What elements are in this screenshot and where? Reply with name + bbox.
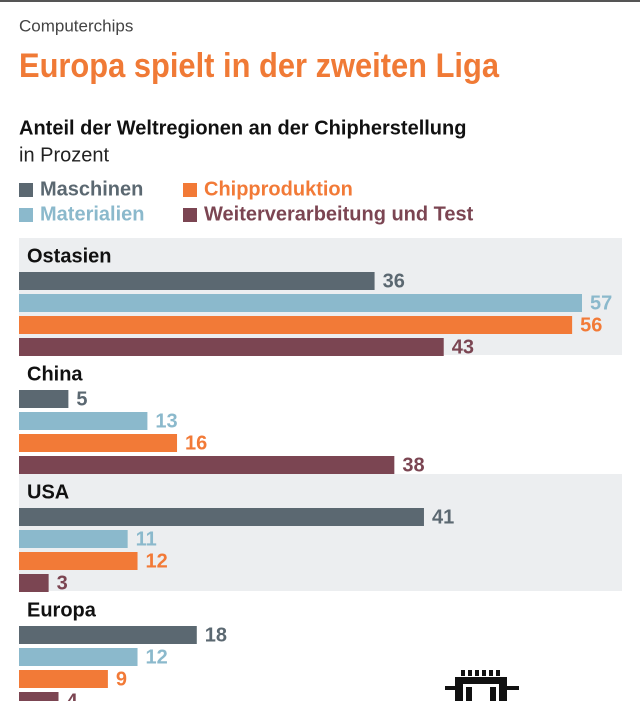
bar [19,316,573,334]
value-label: 36 [383,270,405,292]
legend-label: Chipproduktion [204,178,353,200]
bar [19,390,69,408]
value-label: 9 [116,668,127,690]
bar [19,552,138,570]
value-label: 18 [205,624,227,646]
bar [19,670,108,688]
bar [19,626,197,644]
bar [19,338,444,356]
bar [19,692,59,701]
legend-label: Materialien [40,203,144,225]
bar [19,456,395,474]
value-label: 56 [580,314,602,336]
value-label: 4 [67,690,79,701]
value-label: 13 [155,410,177,432]
value-label: 3 [57,572,68,594]
value-label: 41 [432,506,454,528]
category-label: China [27,363,83,385]
category-label: USA [27,481,69,503]
legend-swatch [19,208,33,222]
chart-title: Europa spielt in der zweiten Liga [19,47,500,85]
value-label: 16 [185,432,207,454]
value-label: 12 [146,646,168,668]
bar [19,508,424,526]
value-label: 38 [402,454,424,476]
category-label: Europa [27,599,97,621]
bar [19,530,128,548]
value-label: 12 [146,550,168,572]
bar [19,294,582,312]
legend-swatch [183,208,197,222]
chip-icon [445,670,519,701]
category-label: Ostasien [27,245,111,267]
chart-subtitle: Anteil der Weltregionen an der Chipherst… [19,117,466,139]
bar [19,574,49,592]
unit-note: in Prozent [19,144,109,166]
bar [19,412,148,430]
kicker: Computerchips [19,16,133,35]
legend-label: Maschinen [40,178,143,200]
legend-label: Weiterverarbeitung und Test [204,203,474,225]
bar [19,434,178,452]
value-label: 5 [76,388,87,410]
value-label: 43 [452,336,474,358]
bar [19,648,138,666]
bar [19,272,375,290]
value-label: 57 [590,292,612,314]
legend-swatch [183,183,197,197]
legend-swatch [19,183,33,197]
value-label: 11 [136,528,157,550]
top-rule [0,0,640,2]
